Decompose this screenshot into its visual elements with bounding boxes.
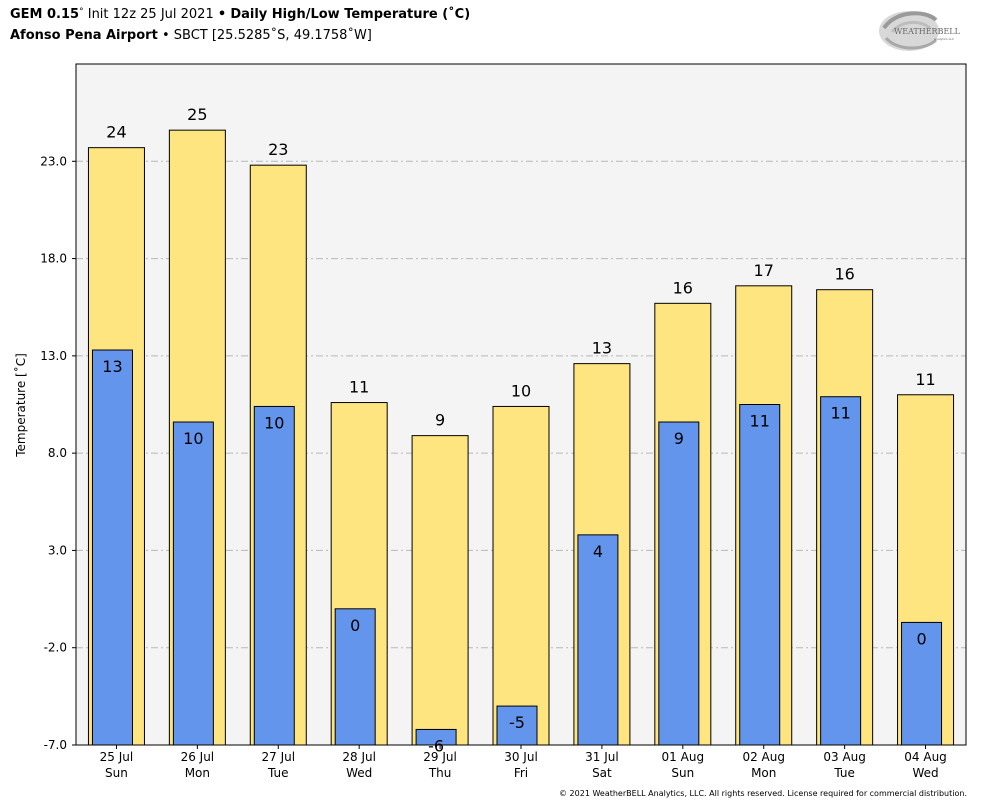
low-temp-label: 10: [183, 429, 203, 448]
low-temp-label: 9: [674, 429, 684, 448]
bullet: •: [161, 28, 170, 43]
y-tick-label: 8.0: [48, 446, 67, 460]
copyright-notice: © 2021 WeatherBELL Analytics, LLC. All r…: [559, 789, 967, 798]
low-temp-bar: [172, 421, 214, 746]
y-tick-label: 3.0: [48, 543, 67, 557]
low-temp-bar: [739, 404, 781, 746]
logo-subtext: Analytics LLC: [934, 37, 954, 41]
x-tick-day: Wed: [912, 766, 938, 780]
low-temp-label: 13: [102, 357, 122, 376]
x-tick-date: 28 Jul: [342, 750, 376, 764]
low-temp-label: 0: [350, 616, 360, 635]
x-tick-day: Sun: [105, 766, 128, 780]
plot-frame: [75, 63, 967, 746]
low-temp-label: 0: [916, 629, 926, 648]
low-temp-bar: [658, 421, 700, 746]
high-temp-label: 13: [592, 339, 612, 358]
x-axis: 25 Jul Sun 26 Jul Mon 27 Jul Tue 28 Jul Wed 29 J…: [100, 745, 947, 780]
bars: 24 13 25 10 23 10 11 0 9 -6 10 -5 13 4 16 9 17 11 16 11 11 0: [87, 105, 955, 755]
low-temp-label: 11: [830, 404, 850, 423]
y-tick-label: -7.0: [44, 738, 67, 752]
x-tick-day: Tue: [833, 766, 855, 780]
logo-text: WEATHERBELL: [894, 27, 961, 36]
title-line: GEM 0.15° Init 12z 25 Jul 2021 • Daily H…: [10, 7, 470, 22]
x-tick-date: 25 Jul: [100, 750, 134, 764]
x-tick-date: 30 Jul: [504, 750, 538, 764]
bullet: •: [217, 7, 227, 22]
station-line: Afonso Pena Airport • SBCT [25.5285˚S, 4…: [10, 28, 372, 43]
x-tick-day: Mon: [185, 766, 210, 780]
x-tick-date: 31 Jul: [585, 750, 619, 764]
high-temp-label: 25: [187, 105, 207, 124]
high-temp-label: 17: [754, 261, 774, 280]
y-axis: -7.0 -2.0 3.0 8.0 13.0 18.0 23.0: [40, 154, 76, 752]
low-temp-label: -5: [509, 713, 525, 732]
x-tick-day: Fri: [514, 766, 528, 780]
station-name: Afonso Pena Airport: [10, 28, 158, 43]
x-tick-date: 26 Jul: [181, 750, 215, 764]
x-tick-date: 29 Jul: [423, 750, 457, 764]
high-temp-bar: [492, 405, 550, 746]
y-tick-label: -2.0: [44, 641, 67, 655]
x-tick-day: Wed: [346, 766, 372, 780]
product-name: Daily High/Low Temperature (˚C): [230, 7, 471, 22]
low-temp-bar: [577, 534, 619, 746]
x-tick-date: 04 Aug: [904, 750, 947, 764]
y-tick-label: 13.0: [40, 349, 67, 363]
y-axis-label: Temperature [˚C]: [13, 353, 28, 458]
low-temp-label: 10: [264, 413, 284, 432]
low-temp-label: 4: [593, 542, 603, 561]
x-tick-day: Tue: [267, 766, 289, 780]
init-time: Init 12z 25 Jul 2021: [87, 7, 214, 22]
high-temp-label: 10: [511, 381, 531, 400]
high-temp-label: 11: [349, 378, 369, 397]
high-temp-label: 16: [834, 265, 854, 284]
x-tick-date: 03 Aug: [823, 750, 866, 764]
low-temp-bar: [91, 349, 133, 746]
degree-mark: °: [79, 7, 84, 17]
x-tick-day: Sat: [592, 766, 612, 780]
station-info: SBCT [25.5285˚S, 49.1758˚W]: [173, 28, 372, 43]
x-tick-date: 02 Aug: [742, 750, 785, 764]
x-tick-date: 27 Jul: [261, 750, 295, 764]
y-tick-label: 23.0: [40, 154, 67, 168]
weatherbell-logo: WEATHERBELL Analytics LLC: [879, 11, 961, 51]
x-tick-day: Mon: [751, 766, 776, 780]
high-temp-label: 24: [106, 123, 126, 142]
high-temp-label: 9: [435, 411, 445, 430]
high-temp-bar: [411, 435, 469, 746]
model-name: GEM 0.15: [10, 7, 80, 22]
low-temp-bar: [820, 396, 862, 746]
high-temp-label: 23: [268, 140, 288, 159]
x-tick-day: Thu: [428, 766, 452, 780]
low-temp-bar: [496, 705, 538, 746]
low-temp-label: 11: [750, 412, 770, 431]
low-temp-bar: [253, 405, 295, 746]
y-tick-label: 18.0: [40, 252, 67, 266]
x-tick-date: 01 Aug: [662, 750, 705, 764]
high-temp-label: 16: [673, 278, 693, 297]
low-temp-label: -6: [428, 736, 444, 755]
low-temp-bar: [334, 608, 376, 746]
high-temp-label: 11: [915, 370, 935, 389]
x-tick-day: Sun: [671, 766, 694, 780]
